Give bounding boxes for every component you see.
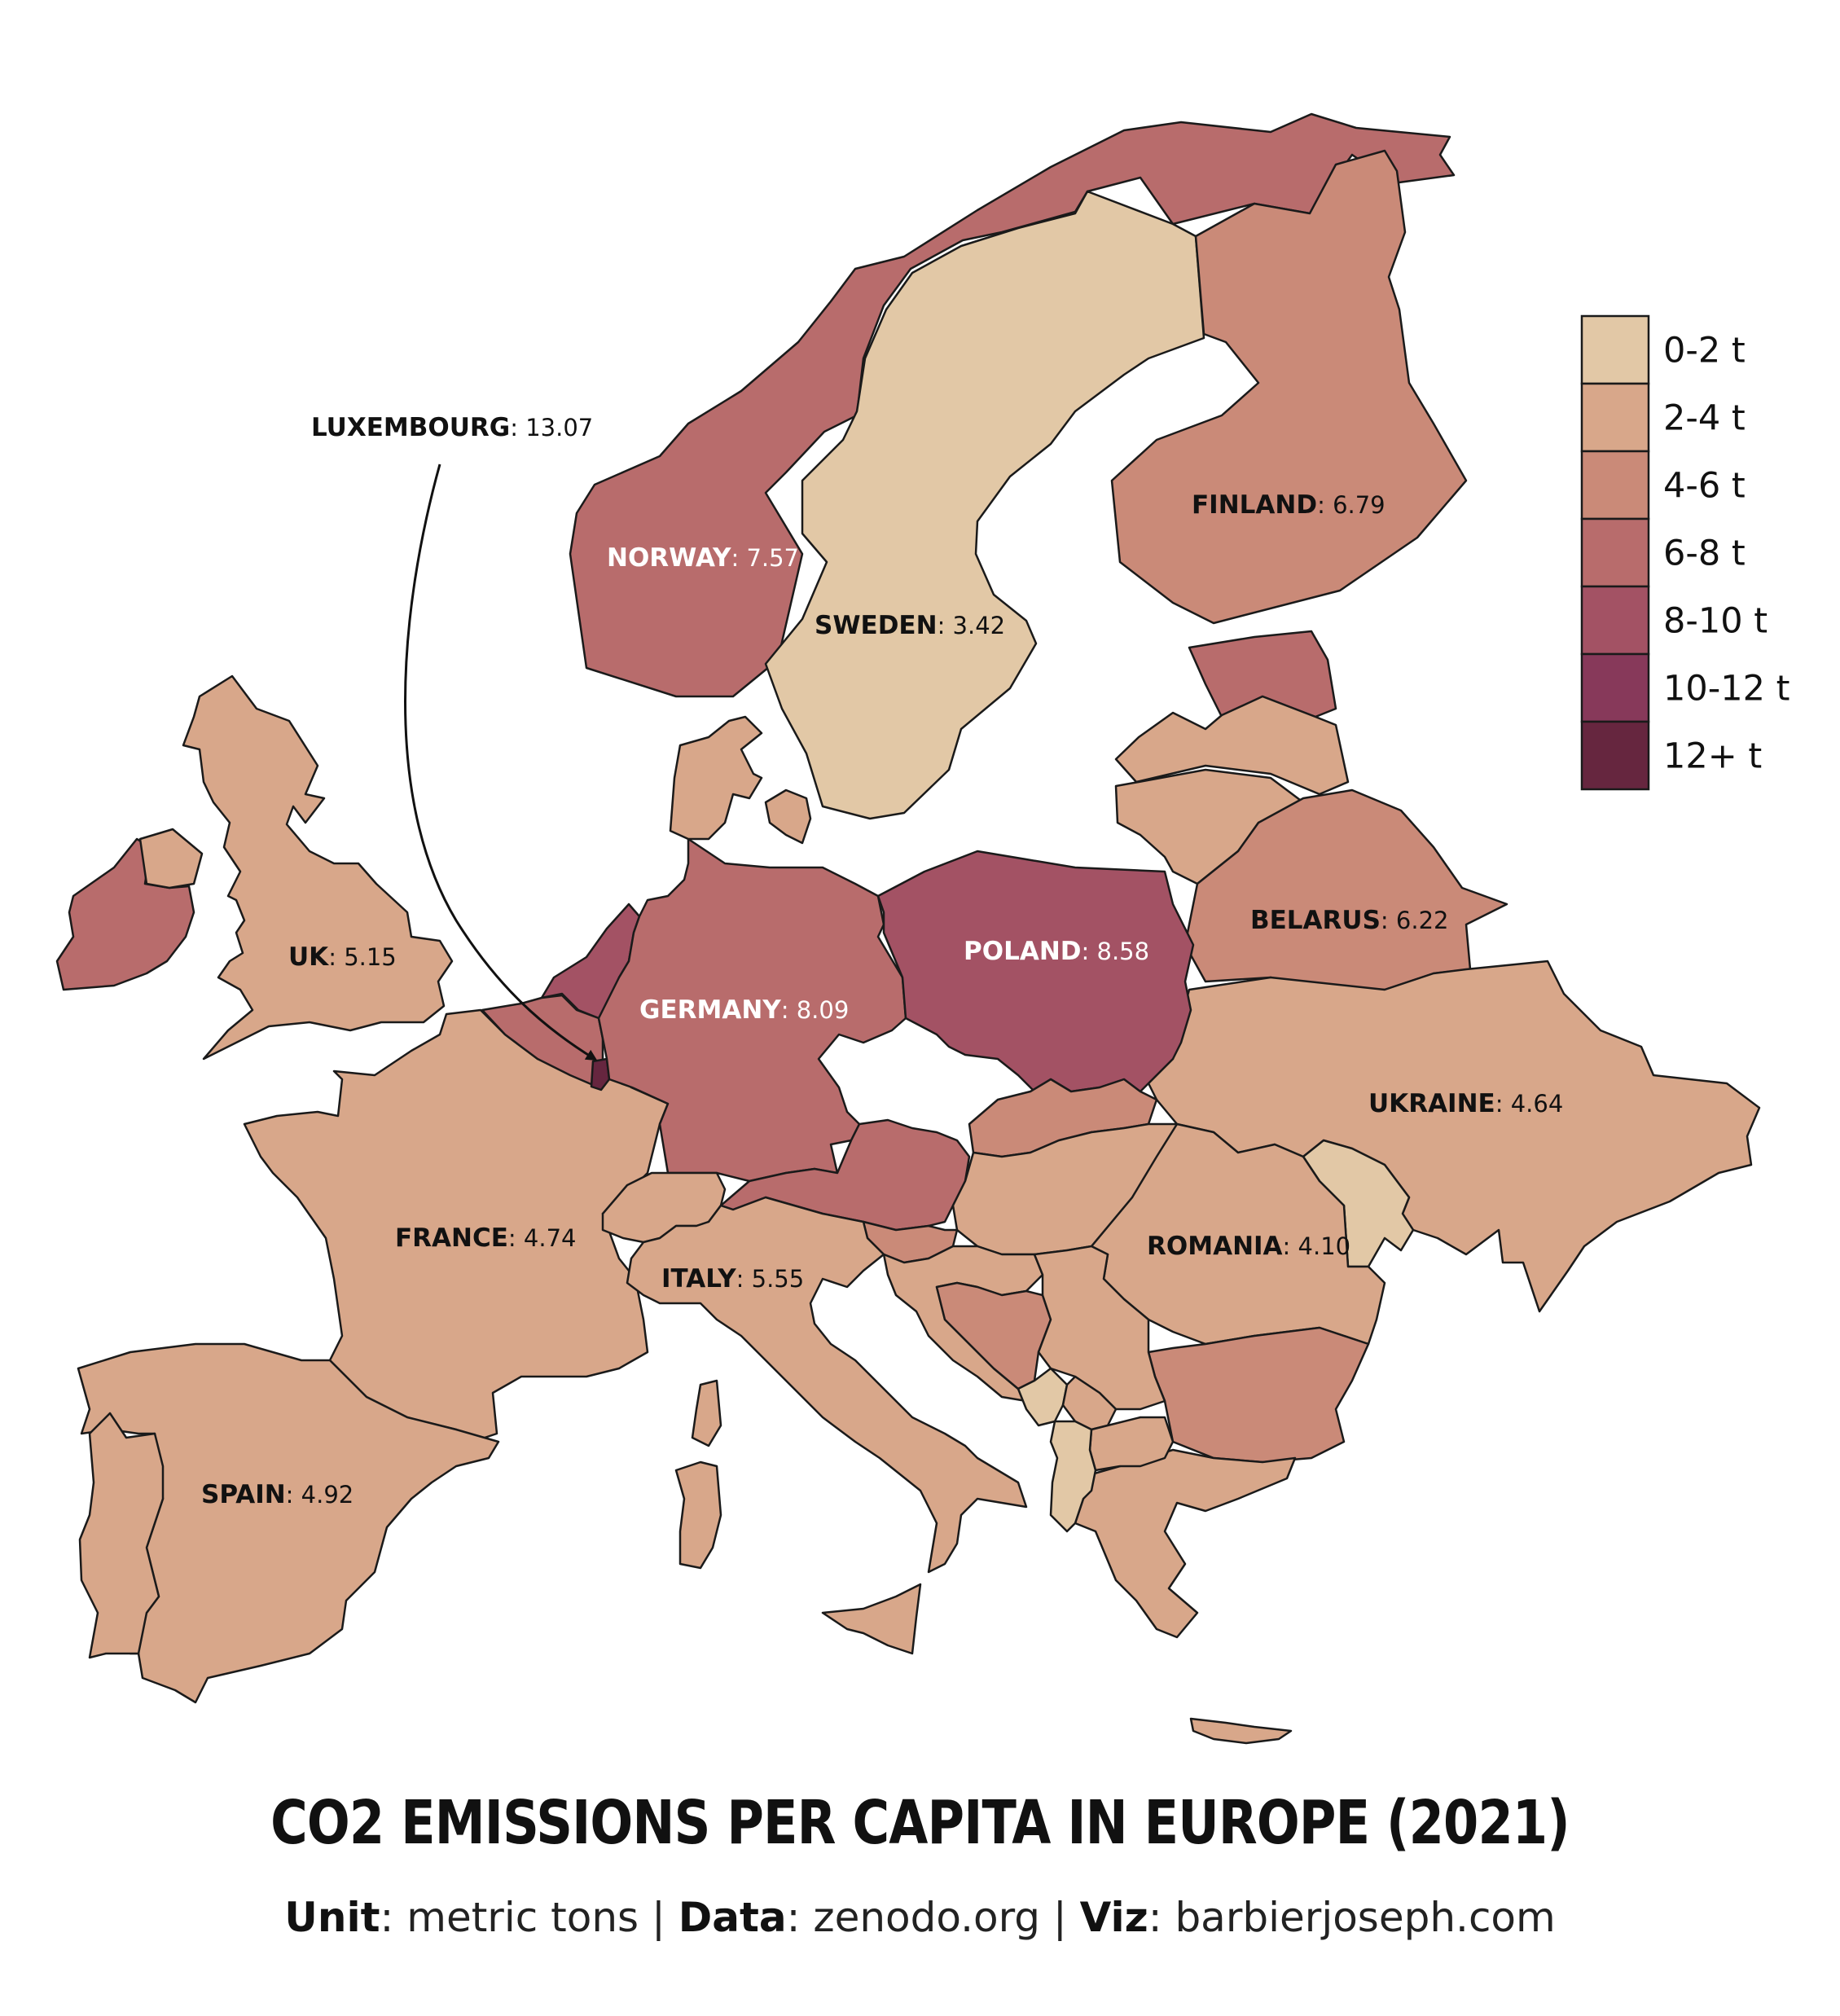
country-name: UKRAINE (1368, 1089, 1495, 1118)
country-corsica (691, 1379, 722, 1447)
label-italy: ITALY: 5.55 (661, 1264, 804, 1293)
country-value: : 6.22 (1381, 907, 1449, 934)
legend-label: 0-2 t (1663, 331, 1746, 371)
label-belarus: BELARUS: 6.22 (1250, 906, 1448, 935)
country-name: FRANCE (395, 1223, 508, 1253)
legend-swatch (1580, 314, 1650, 385)
country-sicily (821, 1583, 922, 1655)
country-name: ROMANIA (1147, 1232, 1283, 1261)
country-albania (1049, 1420, 1097, 1533)
page-subtitle: Unit: metric tons | Data: zenodo.org | V… (0, 1894, 1840, 1941)
viz-value: : barbierjoseph.com (1148, 1894, 1556, 1941)
label-sweden: SWEDEN: 3.42 (815, 611, 1005, 640)
unit-value: : metric tons (380, 1894, 639, 1941)
label-luxembourg: LUXEMBOURG: 13.07 (311, 413, 593, 442)
country-italy (626, 1196, 1028, 1574)
country-luxembourg (590, 1057, 611, 1091)
label-ukraine: UKRAINE: 4.64 (1368, 1089, 1563, 1118)
label-romania: ROMANIA: 4.10 (1147, 1232, 1350, 1261)
legend-label: 10-12 t (1663, 669, 1789, 709)
separator: | (1040, 1894, 1080, 1941)
legend-swatch (1580, 450, 1650, 520)
legend-swatch (1580, 382, 1650, 453)
legend-label: 4-6 t (1663, 466, 1746, 507)
country-value: : 4.64 (1495, 1090, 1564, 1118)
label-norway: NORWAY: 7.57 (607, 543, 799, 573)
country-denmark (669, 715, 763, 841)
country-value: : 8.58 (1082, 938, 1150, 965)
country-uk (182, 674, 454, 1061)
country-value: : 4.10 (1283, 1232, 1351, 1260)
country-poland (876, 850, 1195, 1093)
viz-key: Viz (1079, 1894, 1148, 1941)
legend-swatch (1580, 517, 1650, 588)
country-bulgaria (1147, 1326, 1370, 1464)
country-estonia (1188, 630, 1337, 718)
unit-key: Unit (284, 1894, 380, 1941)
page-title: CO2 EMISSIONS PER CAPITA IN EUROPE (2021… (270, 1788, 1570, 1858)
country-name: UK (288, 942, 329, 972)
country-name: BELARUS (1250, 906, 1381, 935)
country-name: LUXEMBOURG (311, 413, 510, 442)
legend-swatch (1580, 585, 1650, 656)
country-finland (1110, 149, 1468, 625)
label-germany: GERMANY: 8.09 (639, 995, 849, 1025)
country-name: SPAIN (201, 1480, 286, 1509)
country-name: FINLAND (1192, 490, 1317, 520)
country-name: SWEDEN (815, 611, 938, 640)
country-value: : 4.74 (508, 1224, 577, 1252)
data-value: : zenodo.org (786, 1894, 1040, 1941)
label-france: FRANCE: 4.74 (395, 1223, 576, 1253)
legend: 0-2 t 2-4 t 4-6 t 6-8 t 8-10 t 10-12 t 12+ t (1580, 314, 1789, 791)
label-finland: FINLAND: 6.79 (1192, 490, 1385, 520)
country-name: POLAND (964, 937, 1082, 966)
legend-swatch (1580, 652, 1650, 723)
country-value: : 6.79 (1317, 491, 1385, 519)
country-sweden (764, 190, 1205, 820)
legend-label: 6-8 t (1663, 534, 1746, 574)
luxembourg-arrow (404, 463, 598, 1061)
label-poland: POLAND: 8.58 (964, 937, 1149, 966)
country-northern-ireland (138, 828, 204, 889)
country-greece (1074, 1448, 1297, 1639)
label-uk: UK: 5.15 (288, 942, 397, 972)
country-zealand (764, 788, 812, 845)
country-serbia (1033, 1245, 1166, 1411)
data-key: Data (678, 1894, 787, 1941)
label-spain: SPAIN: 4.92 (201, 1480, 354, 1509)
country-value: : 3.42 (938, 612, 1006, 639)
country-value: : 4.92 (286, 1481, 354, 1509)
separator: | (639, 1894, 678, 1941)
country-portugal (78, 1412, 165, 1659)
country-name: GERMANY (639, 995, 781, 1025)
country-sardinia (674, 1460, 722, 1570)
country-latvia (1114, 695, 1350, 796)
country-value: : 5.55 (736, 1265, 805, 1293)
country-value: : 5.15 (328, 943, 397, 971)
country-name: NORWAY (607, 543, 731, 573)
country-value: : 13.07 (510, 414, 593, 441)
legend-swatch (1580, 720, 1650, 791)
country-value: : 7.57 (731, 544, 799, 572)
legend-label: 12+ t (1663, 736, 1762, 777)
country-value: : 8.09 (781, 996, 850, 1024)
legend-label: 8-10 t (1663, 601, 1768, 642)
country-name: ITALY (661, 1264, 736, 1293)
country-crete (1189, 1717, 1293, 1745)
legend-label: 2-4 t (1663, 398, 1746, 439)
